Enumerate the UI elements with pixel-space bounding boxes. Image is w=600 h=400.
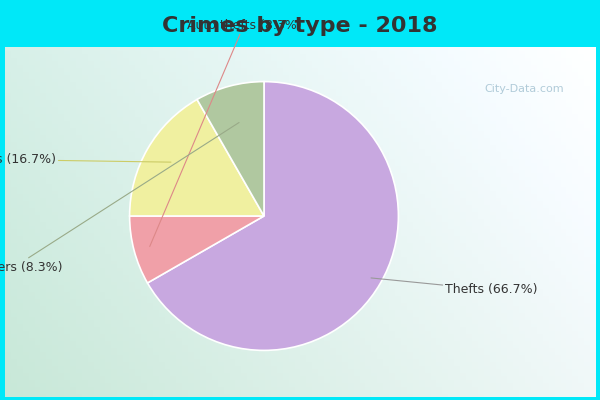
Text: Auto thefts (8.3%): Auto thefts (8.3%) (150, 19, 301, 246)
Wedge shape (130, 100, 264, 216)
Text: Thefts (66.7%): Thefts (66.7%) (371, 278, 538, 296)
Text: Crimes by type - 2018: Crimes by type - 2018 (162, 16, 438, 36)
Wedge shape (130, 216, 264, 283)
Wedge shape (197, 82, 264, 216)
Text: Murders (8.3%): Murders (8.3%) (0, 122, 239, 274)
Text: Burglaries (16.7%): Burglaries (16.7%) (0, 153, 171, 166)
Text: City-Data.com: City-Data.com (485, 84, 564, 94)
Wedge shape (148, 82, 398, 350)
